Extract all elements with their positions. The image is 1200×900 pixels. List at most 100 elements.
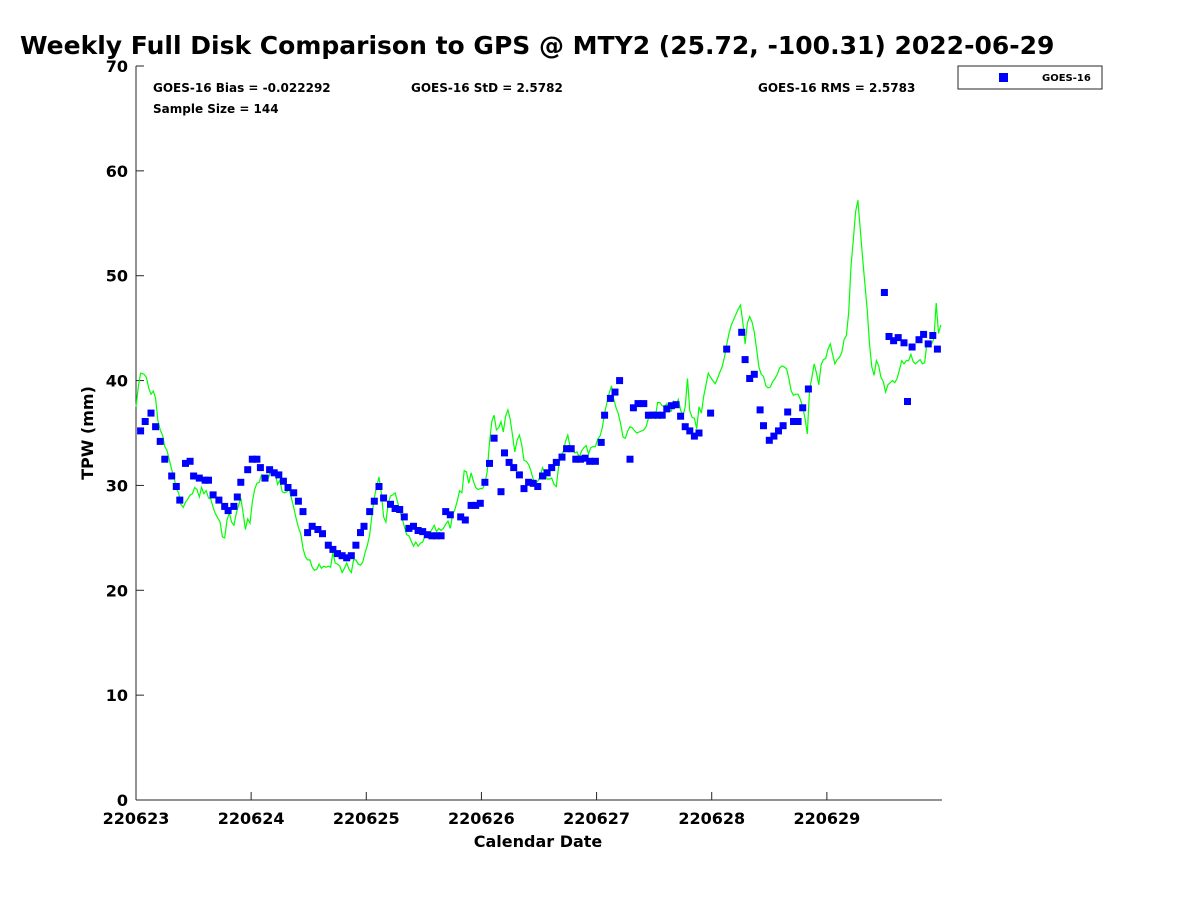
goes16-point	[563, 445, 571, 453]
goes16-point	[672, 401, 680, 409]
goes16-point	[360, 522, 368, 530]
goes16-point	[667, 402, 675, 410]
goes16-point	[433, 532, 440, 540]
goes16-point	[461, 516, 469, 524]
sample-size-annotation: Sample Size = 144	[153, 102, 279, 116]
goes16-point	[933, 345, 941, 353]
goes16-point	[270, 469, 278, 477]
goes16-point	[290, 489, 298, 497]
goes16-point	[515, 471, 523, 479]
x-tick-label: 220624	[218, 809, 285, 828]
goes16-point	[490, 434, 498, 442]
goes16-point	[548, 464, 556, 472]
goes16-point	[558, 453, 566, 461]
goes16-point	[176, 496, 184, 504]
goes16-point	[275, 471, 283, 479]
goes16-point	[261, 474, 269, 482]
goes16-point	[423, 531, 431, 539]
goes16-point	[442, 508, 450, 516]
y-tick-label: 40	[106, 372, 128, 391]
goes16-point	[375, 483, 383, 490]
series-layer	[135, 200, 942, 574]
goes16-point	[686, 427, 694, 435]
chart-title: Weekly Full Disk Comparison to GPS @ MTY…	[20, 31, 1054, 60]
goes16-point	[539, 472, 546, 480]
goes16-point	[746, 375, 754, 382]
goes16-point	[779, 422, 787, 430]
goes16-point	[338, 552, 346, 560]
goes16-point	[765, 436, 773, 444]
y-tick-label: 20	[106, 581, 128, 600]
goes16-point	[505, 458, 513, 466]
goes16-point	[529, 479, 537, 487]
goes16-point	[172, 483, 180, 490]
goes16-point	[794, 418, 802, 425]
goes16-point	[467, 501, 475, 509]
goes16-point	[552, 458, 560, 466]
goes16-point	[520, 485, 528, 493]
goes16-point	[904, 398, 911, 405]
goes16-point	[756, 406, 764, 414]
goes16-point	[195, 474, 203, 482]
goes16-point	[644, 411, 652, 419]
goes16-point	[294, 497, 302, 505]
goes16-point	[253, 455, 261, 463]
goes16-point	[581, 454, 589, 462]
goes16-point	[601, 411, 609, 419]
goes16-point	[695, 429, 703, 437]
goes16-point	[760, 422, 767, 430]
y-tick-label: 10	[106, 686, 128, 705]
goes16-point	[750, 370, 758, 378]
goes16-point	[137, 427, 145, 435]
plot-area	[136, 66, 942, 800]
goes16-point	[347, 552, 355, 560]
goes16-point	[152, 423, 160, 431]
goes16-point	[215, 496, 223, 504]
goes16-point	[414, 527, 422, 534]
goes16-point	[190, 472, 198, 480]
goes16-point	[572, 455, 580, 463]
goes16-point	[233, 493, 241, 501]
goes16-point	[366, 508, 374, 516]
x-tick-label: 220625	[333, 809, 400, 828]
goes16-point	[591, 457, 599, 465]
goes16-point	[141, 418, 149, 425]
goes16-point	[486, 459, 493, 467]
goes16-point	[900, 339, 908, 347]
goes16-point	[611, 388, 619, 396]
y-tick-label: 0	[117, 791, 128, 810]
goes16-point	[457, 513, 465, 521]
goes16-point	[654, 411, 662, 419]
goes16-point	[419, 528, 427, 536]
goes16-point	[577, 455, 584, 463]
goes16-point	[640, 400, 648, 408]
goes16-point	[343, 554, 351, 562]
axes	[135, 66, 942, 801]
x-tick-label: 220628	[678, 809, 745, 828]
goes16-point	[387, 500, 394, 508]
y-tick-label: 70	[106, 57, 128, 76]
goes16-point	[707, 409, 715, 417]
goes16-point	[510, 464, 518, 472]
goes16-point	[186, 457, 194, 465]
goes16-point	[147, 409, 155, 417]
goes16-point	[168, 472, 176, 480]
goes16-point	[476, 499, 484, 507]
goes16-point	[209, 491, 217, 499]
goes16-series	[137, 289, 941, 562]
x-tick-label: 220627	[563, 809, 630, 828]
goes16-point	[649, 411, 657, 419]
goes16-point	[626, 455, 634, 463]
goes16-point	[299, 508, 307, 516]
std-annotation: GOES-16 StD = 2.5782	[411, 81, 563, 95]
goes16-point	[543, 469, 551, 477]
goes16-point	[396, 506, 404, 513]
goes16-point	[924, 340, 932, 348]
goes16-point	[405, 524, 413, 532]
goes16-point	[248, 455, 256, 463]
goes16-point	[885, 333, 893, 340]
y-tick-label: 30	[106, 476, 128, 495]
x-tick-label: 220629	[793, 809, 860, 828]
goes16-point	[629, 404, 637, 412]
